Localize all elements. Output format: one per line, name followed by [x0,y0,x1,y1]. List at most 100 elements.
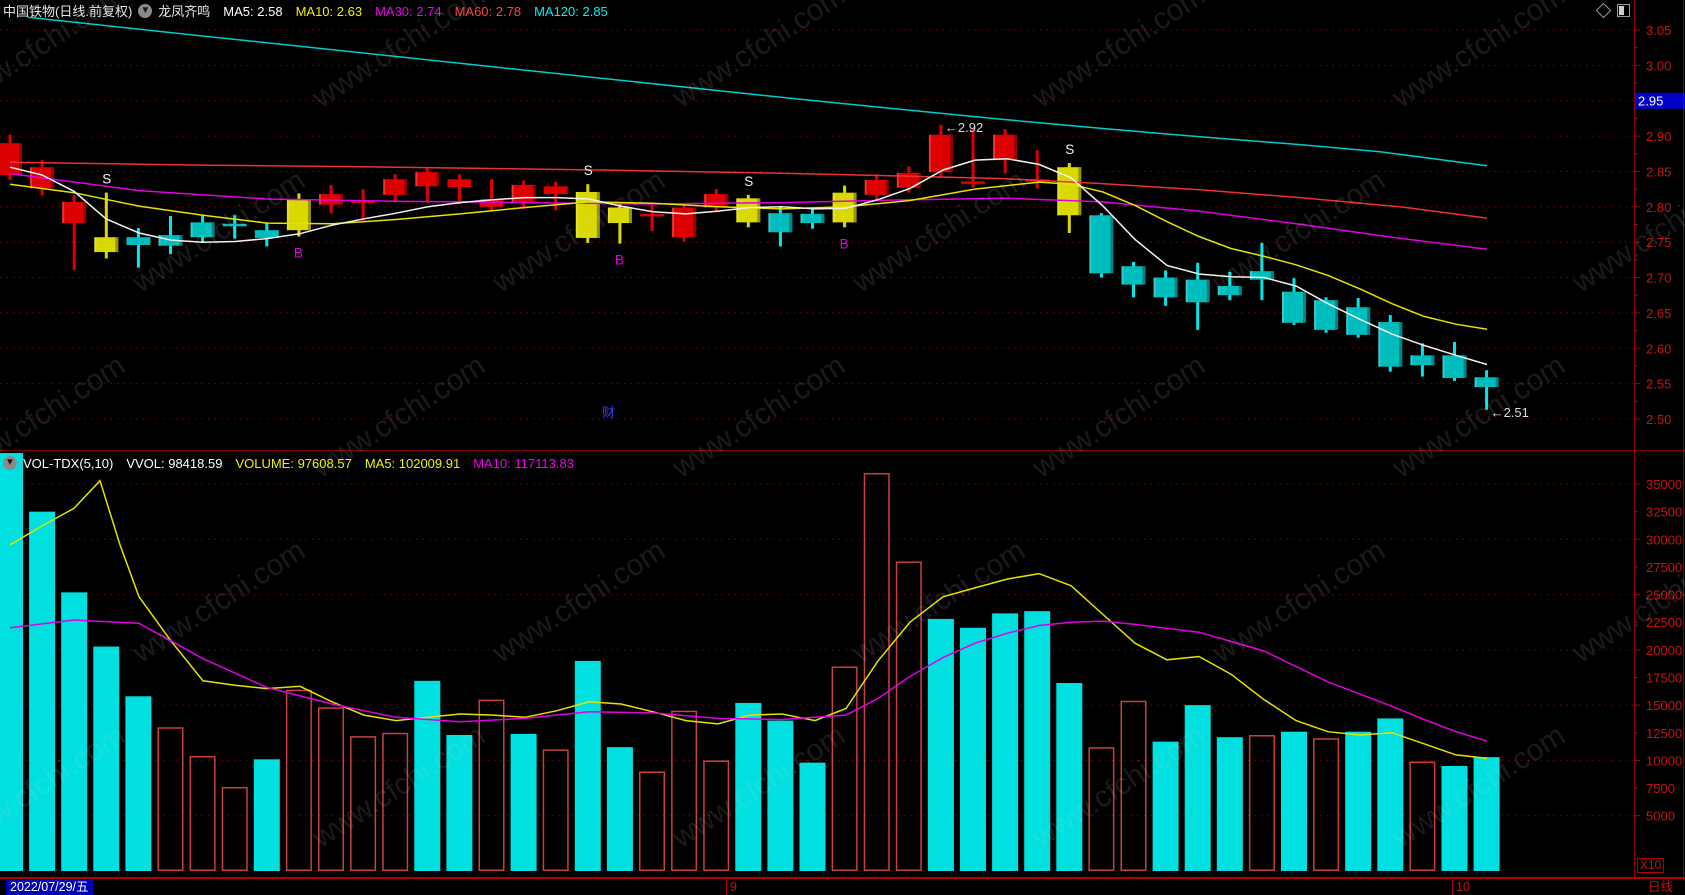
candle-19 [607,203,632,244]
volume-axis-label: 30000 [1646,532,1682,547]
month-marker-10: 10 [1452,880,1470,895]
volume-ma-lines [9,479,1488,759]
price-ma-ma30 [9,172,1488,251]
volume-bar-down [510,733,537,871]
volume-ma-ma5 [9,479,1488,759]
volume-bar-down [93,646,120,871]
candle-24 [768,206,793,247]
price-grid: 3.05 3.00 2.95 2.90 2.85 2.80 2.75 2.70 2.65 2.60… [0,23,1685,427]
volume-bar-down [29,511,56,871]
price-annotation: ←2.51 [1491,405,1529,420]
sell-signal-label: S [1065,142,1074,157]
price-ma-label-2: MA30: 2.74 [375,3,442,19]
volume-bar-down [735,702,762,871]
volume-bar-up [895,561,922,871]
candle-39 [1249,242,1274,301]
indicator-name: 龙凤齐鸣 [158,4,211,19]
volume-header-label-3: MA5: 102009.91 [364,455,461,471]
price-ma-label-0: MA5: 2.58 [223,3,283,19]
candle-0 [0,134,22,180]
diamond-icon[interactable] [1595,2,1612,19]
status-bar: 2022/07/29/五 9 10 日线 [0,878,1685,895]
volume-grid: 35000 32500 30000 27500 25000 22500 20000 17500… [0,477,1682,824]
volume-bar-up [350,736,377,872]
candle-27 [864,174,889,201]
candle-46 [1474,370,1499,410]
current-price-label: 2.95 [1638,94,1663,109]
candle-18 [575,184,600,243]
volume-bar-down [574,660,601,871]
candle-20 [640,204,664,231]
price-axis-label: 2.60 [1646,341,1671,356]
period-selector[interactable]: 日线 [1648,880,1674,894]
candle-2 [62,194,87,270]
volume-bar-up [639,771,665,871]
candle-45 [1442,341,1467,381]
volume-bar-down [992,613,1019,871]
volume-bar-down [1441,765,1468,871]
chevron-down-icon[interactable]: ▼ [3,455,17,470]
candle-6 [190,214,215,243]
volume-header-label-0: VOL-TDX(5,10) [23,455,114,471]
price-axis-label: 3.05 [1646,23,1671,38]
volume-bar-up [863,472,890,871]
candle-10 [319,184,343,214]
candle-21 [672,203,697,242]
trade-signals: S B S B S B S ←2.92 ←2.51 财 [102,120,1529,420]
candle-4 [126,228,151,268]
buy-signal-label: B [840,236,849,251]
volume-bar-down [767,720,794,871]
price-pane-header: 中国铁物(日线.前复权) ▼ 龙凤齐鸣 MA5: 2.58 MA10: 2.63 MA30… [3,1,621,20]
candle-40 [1282,278,1306,325]
chevron-down-icon[interactable]: ▼ [138,3,153,18]
price-ma-ma5 [9,157,1488,366]
volume-bar-up [1313,738,1340,871]
candles [0,124,1499,410]
candle-11 [351,189,376,221]
price-ma-label-3: MA60: 2.78 [454,3,522,19]
volume-bar-down [1152,741,1179,871]
volume-bar-down [1024,611,1051,871]
volume-axis-label: 17500 [1646,671,1682,686]
volume-header-label-4: MA10: 117113.83 [473,455,574,471]
volume-ma-ma10 [9,619,1488,742]
volume-bar-up [318,707,344,871]
price-annotation: ←2.92 [945,120,983,135]
candle-3 [94,192,119,259]
volume-axis-label: 7500 [1646,781,1675,796]
candle-23 [736,194,761,228]
volume-axis-label: 32500 [1646,505,1682,520]
volume-bar-up [285,689,312,872]
price-ma-lines [9,16,1488,366]
candle-17 [543,182,568,211]
candle-33 [1057,162,1082,233]
price-axis-label: 2.90 [1646,129,1671,144]
date-display: 2022/07/29/五 [6,880,93,895]
price-axis-label: 2.80 [1646,200,1671,215]
volume-bar-down [0,453,23,871]
volume-bar-up [478,699,505,872]
volume-bar-down [414,680,441,871]
candle-30 [961,128,985,188]
price-axis-label: 2.85 [1646,164,1671,179]
candle-29 [928,124,953,178]
volume-bar-down [1377,718,1404,871]
volume-bar-up [157,727,184,871]
volume-bar-down [1184,705,1211,871]
volume-bars [0,453,1500,872]
price-axis-label: 2.65 [1646,306,1671,321]
window-icon[interactable] [1617,4,1630,17]
volume-bar-up [703,760,730,871]
volume-bar-down [960,627,986,871]
month-marker-9: 9 [726,880,737,895]
price-axis-label: 3.00 [1646,58,1671,73]
sell-signal-label: S [744,174,753,189]
price-ma-label-1: MA10: 2.63 [295,3,363,19]
volume-bar-up [1088,747,1115,872]
sell-signal-label: S [584,163,593,178]
symbol-title: 中国铁物(日线.前复权) [3,4,133,19]
volume-axis-label: 20000 [1646,643,1682,658]
buy-signal-label: B [294,246,303,261]
